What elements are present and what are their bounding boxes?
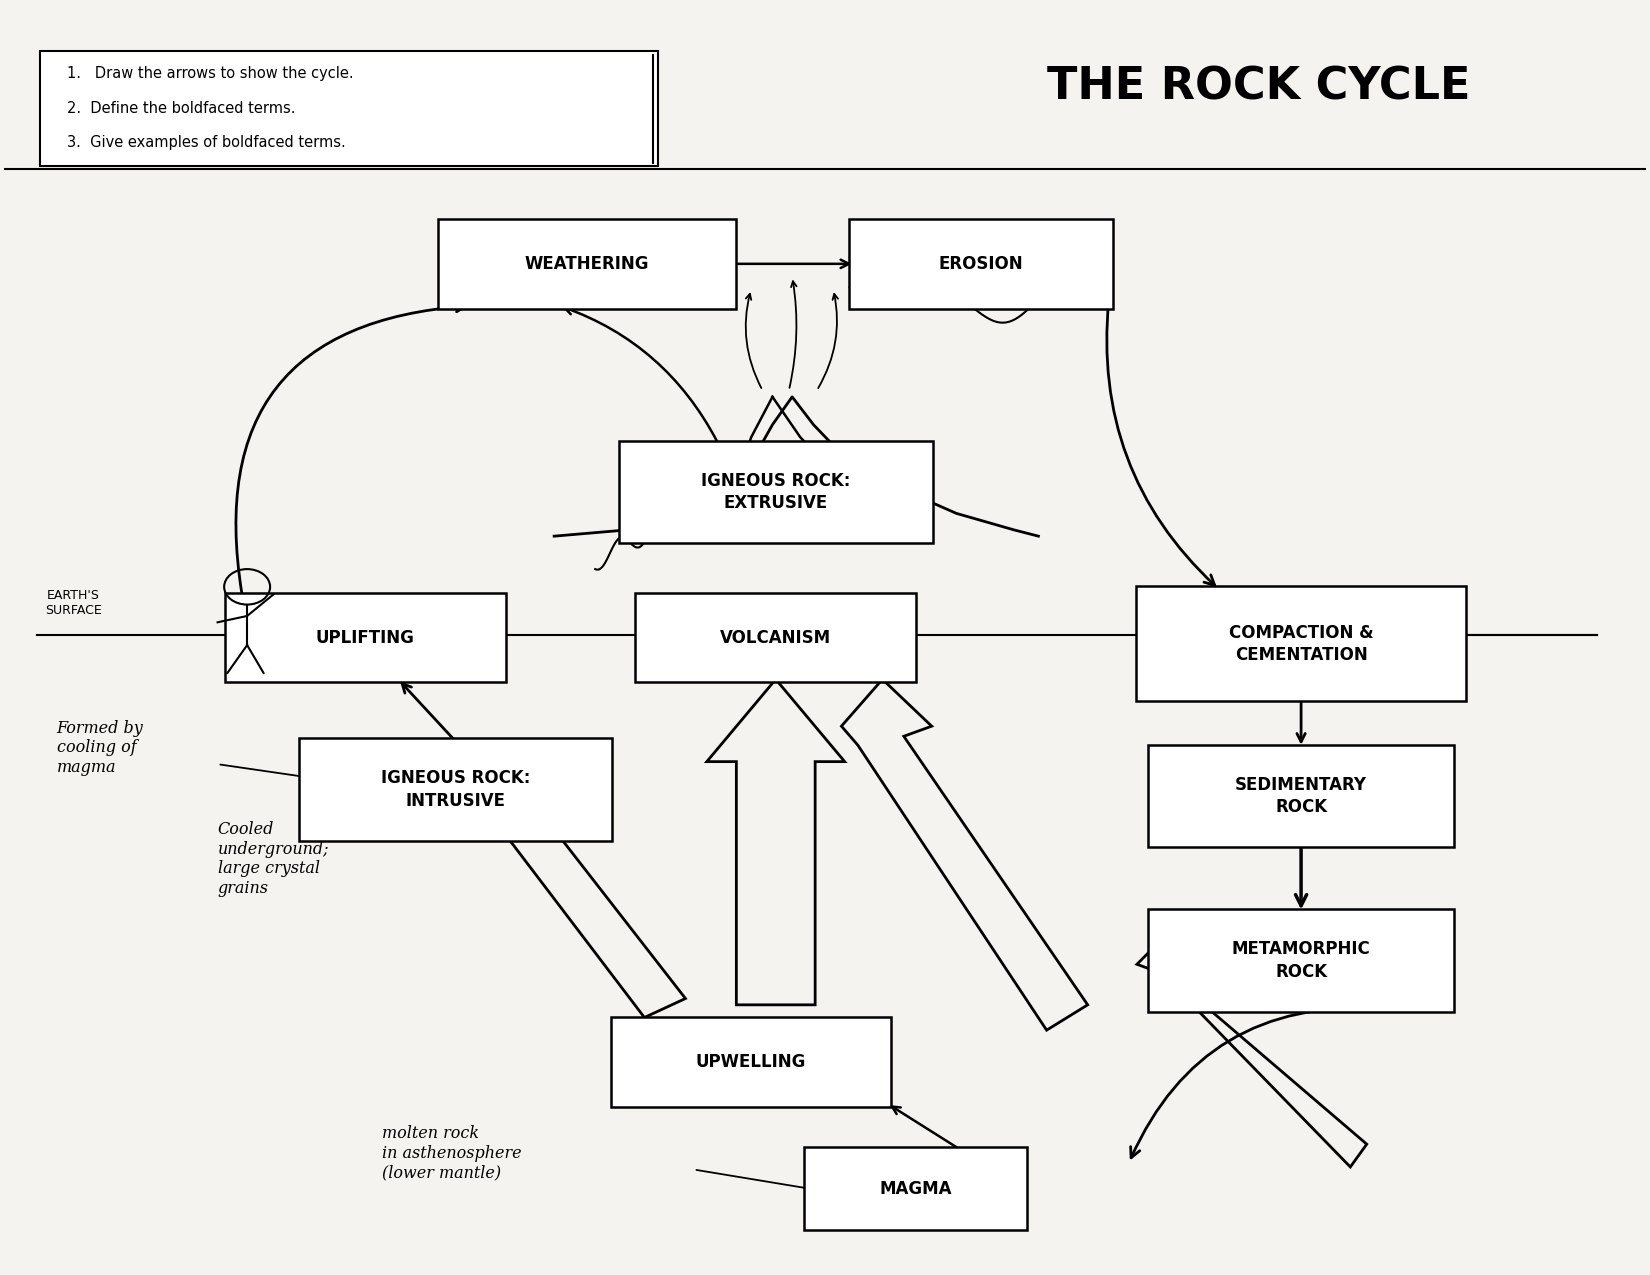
FancyBboxPatch shape: [619, 441, 932, 543]
Text: COMPACTION &
CEMENTATION: COMPACTION & CEMENTATION: [1229, 623, 1373, 664]
FancyBboxPatch shape: [1148, 745, 1454, 847]
FancyBboxPatch shape: [439, 219, 736, 309]
Text: EARTH'S
SURFACE: EARTH'S SURFACE: [45, 589, 102, 617]
Text: THE ROCK CYCLE: THE ROCK CYCLE: [1046, 65, 1470, 108]
FancyBboxPatch shape: [635, 593, 916, 682]
Text: VOLCANISM: VOLCANISM: [719, 629, 832, 646]
Text: IGNEOUS ROCK:
EXTRUSIVE: IGNEOUS ROCK: EXTRUSIVE: [701, 472, 850, 513]
FancyBboxPatch shape: [40, 51, 658, 166]
Text: MAGMA: MAGMA: [879, 1179, 952, 1197]
Text: 3.  Give examples of boldfaced terms.: 3. Give examples of boldfaced terms.: [66, 135, 345, 149]
FancyBboxPatch shape: [848, 219, 1114, 309]
Text: Formed by
cooling of
magma: Formed by cooling of magma: [56, 720, 144, 776]
Text: SEDIMENTARY
ROCK: SEDIMENTARY ROCK: [1236, 775, 1368, 816]
FancyBboxPatch shape: [224, 593, 505, 682]
FancyBboxPatch shape: [1137, 586, 1467, 701]
Text: METAMORPHIC
ROCK: METAMORPHIC ROCK: [1231, 941, 1371, 980]
Text: WEATHERING: WEATHERING: [525, 255, 648, 273]
Text: EROSION: EROSION: [939, 255, 1023, 273]
FancyBboxPatch shape: [299, 738, 612, 840]
Text: UPLIFTING: UPLIFTING: [315, 629, 414, 646]
Text: molten rock
in asthenosphere
(lower mantle): molten rock in asthenosphere (lower mant…: [381, 1125, 521, 1182]
FancyBboxPatch shape: [610, 1017, 891, 1107]
Text: Cooled
underground;
large crystal
grains: Cooled underground; large crystal grains: [218, 821, 328, 898]
Text: UPWELLING: UPWELLING: [696, 1053, 807, 1071]
Text: 1.   Draw the arrows to show the cycle.: 1. Draw the arrows to show the cycle.: [66, 66, 353, 82]
FancyBboxPatch shape: [1148, 909, 1454, 1012]
Text: IGNEOUS ROCK:
INTRUSIVE: IGNEOUS ROCK: INTRUSIVE: [381, 769, 530, 810]
FancyBboxPatch shape: [804, 1146, 1026, 1230]
Text: 2.  Define the boldfaced terms.: 2. Define the boldfaced terms.: [66, 101, 295, 116]
